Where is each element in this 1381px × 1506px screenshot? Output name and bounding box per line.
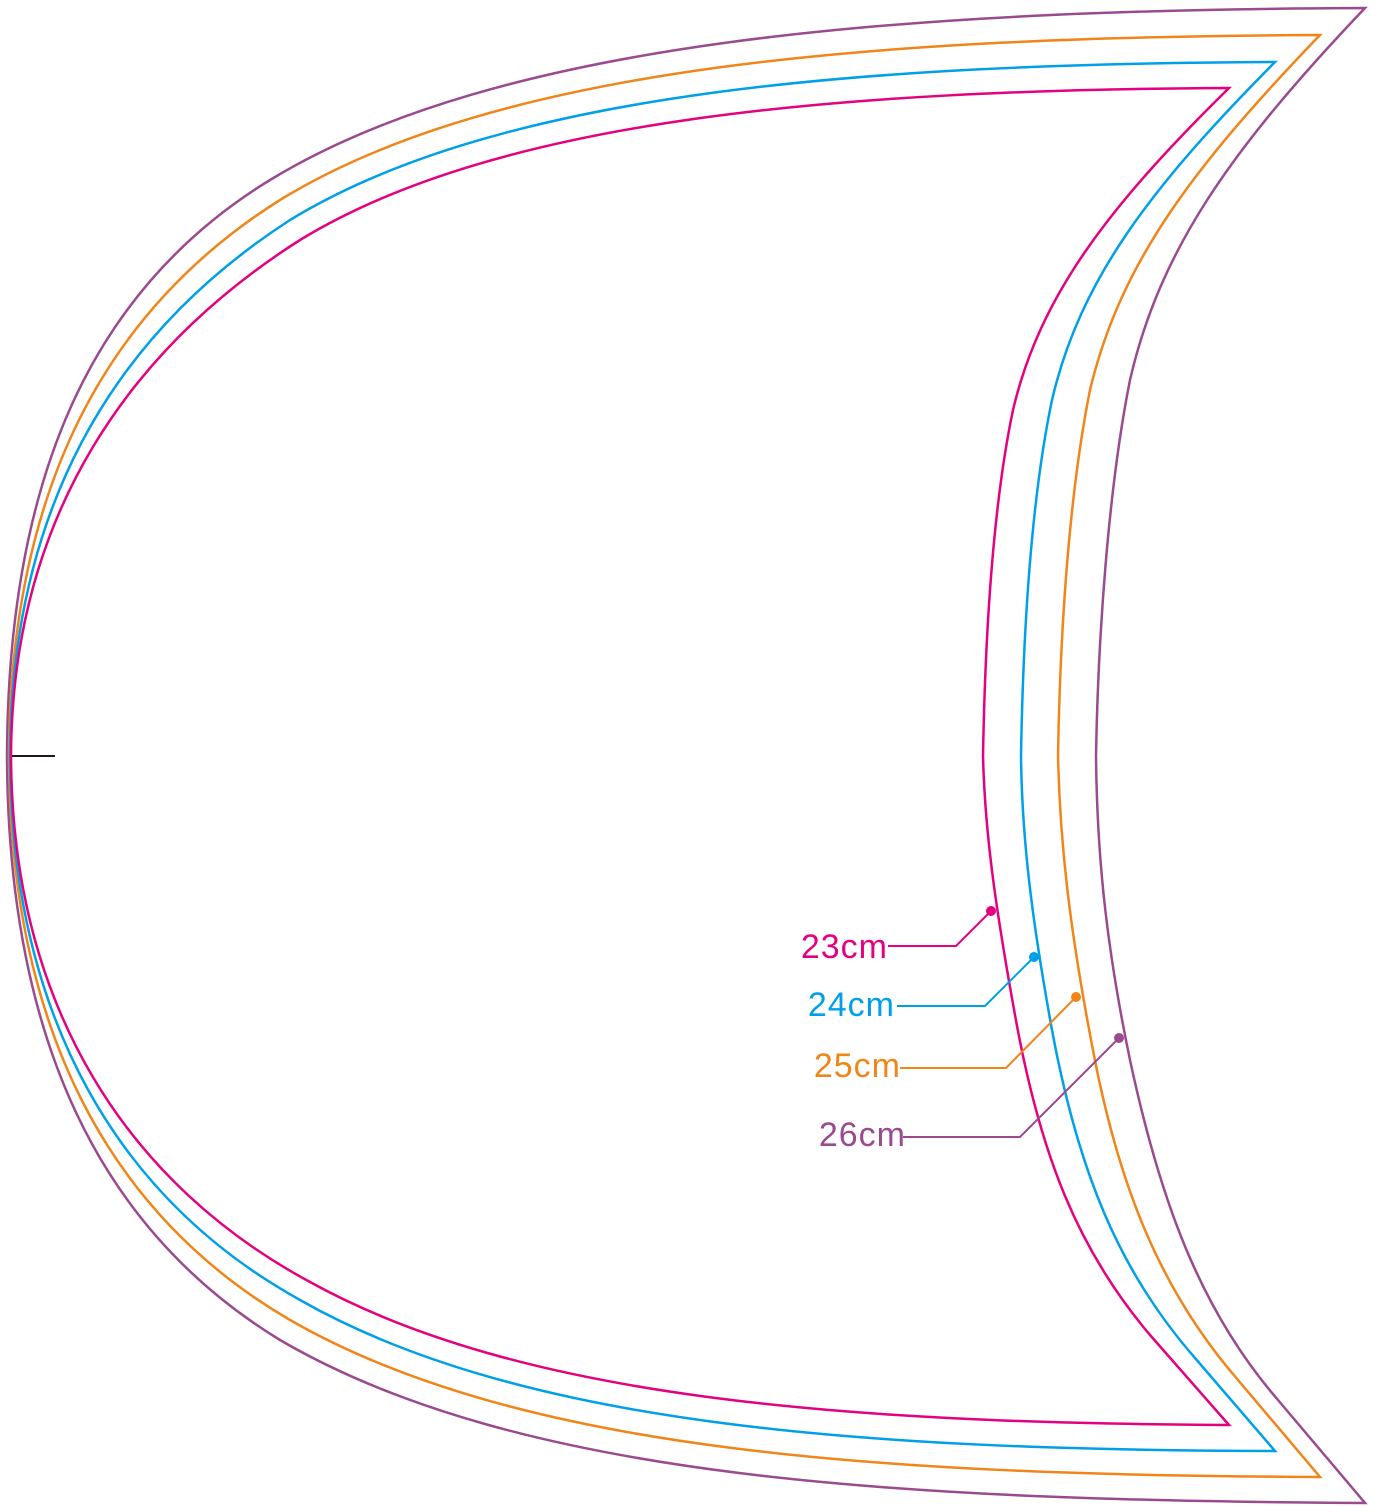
- leader-25cm: [900, 992, 1081, 1069]
- leader-line-23cm: [888, 910, 992, 947]
- size-label-26cm: 26cm: [819, 1116, 906, 1154]
- size-label-23cm: 23cm: [801, 928, 888, 966]
- size-label-24cm: 24cm: [808, 986, 895, 1024]
- marker-dot-25cm: [1071, 992, 1081, 1002]
- leader-24cm: [897, 952, 1039, 1007]
- outline-23cm: [9, 86, 1233, 1427]
- outline-24cm: [8, 60, 1279, 1453]
- outline-25cm: [7, 33, 1323, 1479]
- marker-dot-24cm: [1029, 952, 1039, 962]
- marker-dot-26cm: [1114, 1033, 1124, 1043]
- outline-26cm: [5, 6, 1368, 1505]
- size-label-25cm: 25cm: [814, 1047, 901, 1085]
- leader-line-26cm: [903, 1037, 1120, 1138]
- leader-line-25cm: [900, 996, 1077, 1069]
- marker-dot-23cm: [986, 906, 996, 916]
- leader-23cm: [888, 906, 996, 947]
- leader-26cm: [903, 1033, 1124, 1138]
- leader-line-24cm: [897, 956, 1035, 1007]
